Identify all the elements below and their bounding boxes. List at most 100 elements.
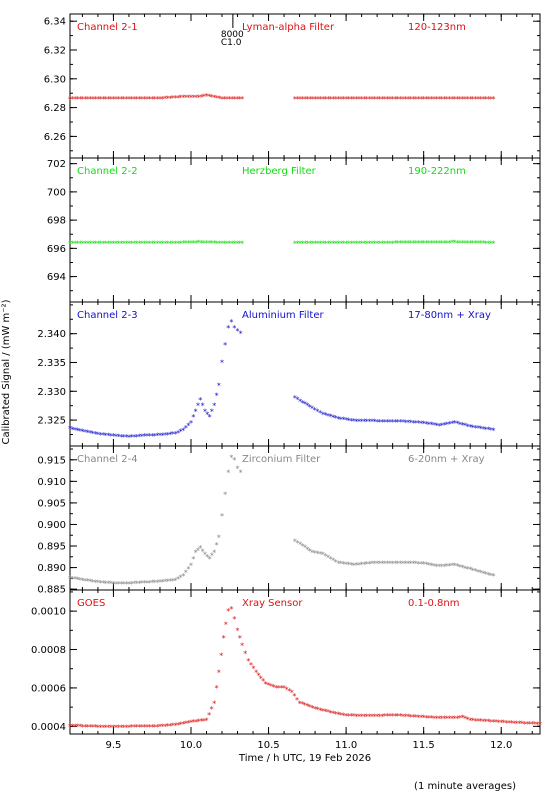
data-point: * (370, 713, 374, 722)
data-point: * (224, 621, 228, 630)
data-point: * (429, 714, 433, 723)
y-tick-label: 0.0010 (31, 607, 66, 618)
data-point: * (135, 580, 139, 589)
data-point: * (491, 718, 495, 727)
data-point: * (398, 559, 402, 568)
data-point: * (78, 427, 82, 436)
data-point: * (210, 93, 214, 102)
data-point: * (385, 712, 389, 721)
data-point: * (352, 239, 356, 248)
data-point: * (432, 421, 436, 430)
data-point: * (119, 239, 123, 248)
data-point: * (321, 410, 325, 419)
data-point: * (184, 424, 188, 433)
data-point: * (229, 318, 233, 327)
data-point: * (378, 559, 382, 568)
data-point: * (458, 563, 462, 572)
data-point: * (217, 669, 221, 678)
data-point: * (181, 572, 185, 581)
data-point: * (179, 574, 183, 583)
data-point: * (142, 432, 146, 441)
data-point: * (321, 239, 325, 248)
data-point: * (484, 239, 488, 248)
data-point: * (153, 579, 157, 588)
data-point: * (504, 719, 508, 728)
data-point: * (419, 95, 423, 104)
data-point: * (215, 392, 219, 401)
data-point: * (424, 420, 428, 429)
data-point: * (367, 560, 371, 569)
data-point: * (303, 400, 307, 409)
data-point: * (499, 718, 503, 727)
data-point: * (342, 95, 346, 104)
data-point: * (347, 561, 351, 570)
data-point: * (507, 719, 511, 728)
data-point: * (229, 454, 233, 463)
data-point: * (217, 239, 221, 248)
data-point: * (398, 95, 402, 104)
data-point: * (489, 426, 493, 435)
data-point: * (349, 561, 353, 570)
data-point: * (140, 579, 144, 588)
data-point: * (114, 95, 118, 104)
data-point: * (132, 95, 136, 104)
data-point: * (150, 239, 154, 248)
y-tick-label: 0.915 (37, 455, 66, 466)
data-point: * (453, 239, 457, 248)
panel-4: ****************************************… (68, 445, 541, 591)
data-point: * (391, 418, 395, 427)
data-point: * (99, 239, 103, 248)
data-point: * (293, 95, 297, 104)
data-point: * (88, 723, 92, 732)
data-point: * (471, 95, 475, 104)
data-point: * (383, 712, 387, 721)
data-point: * (354, 95, 358, 104)
data-point: * (445, 420, 449, 429)
data-point: * (119, 723, 123, 732)
data-point: * (293, 239, 297, 248)
data-point: * (205, 717, 209, 726)
data-point: * (416, 95, 420, 104)
data-point: * (367, 713, 371, 722)
data-point: * (93, 430, 97, 439)
data-point: * (266, 681, 270, 690)
data-point: * (334, 558, 338, 567)
data-point: * (223, 239, 227, 248)
data-point: * (207, 239, 211, 248)
data-point: * (414, 713, 418, 722)
data-point: * (491, 426, 495, 435)
data-point: * (171, 94, 175, 103)
data-point: * (491, 95, 495, 104)
data-point: * (393, 95, 397, 104)
data-point: * (148, 432, 152, 441)
data-point: * (352, 417, 356, 426)
data-point: * (445, 95, 449, 104)
data-point: * (468, 423, 472, 432)
filter-label: Zirconium Filter (242, 454, 321, 465)
data-point: * (476, 424, 480, 433)
data-point: * (137, 95, 141, 104)
data-point: * (196, 546, 200, 555)
data-point: * (476, 717, 480, 726)
data-point: * (155, 723, 159, 732)
data-point: * (473, 239, 477, 248)
data-point: * (179, 94, 183, 103)
data-point: * (435, 562, 439, 571)
data-point: * (176, 239, 180, 248)
data-point: * (274, 684, 278, 693)
data-point: * (510, 719, 514, 728)
data-point: * (316, 706, 320, 715)
data-point: * (427, 239, 431, 248)
data-point: * (393, 559, 397, 568)
x-tick-label: 11.0 (335, 740, 357, 751)
data-point: * (298, 239, 302, 248)
data-point: * (486, 426, 490, 435)
data-point: * (181, 720, 185, 729)
data-point: * (101, 239, 105, 248)
data-point: * (458, 239, 462, 248)
data-point: * (186, 565, 190, 574)
data-point: * (145, 95, 149, 104)
data-point: * (96, 579, 100, 588)
data-point: * (80, 428, 84, 437)
data-point: * (122, 239, 126, 248)
